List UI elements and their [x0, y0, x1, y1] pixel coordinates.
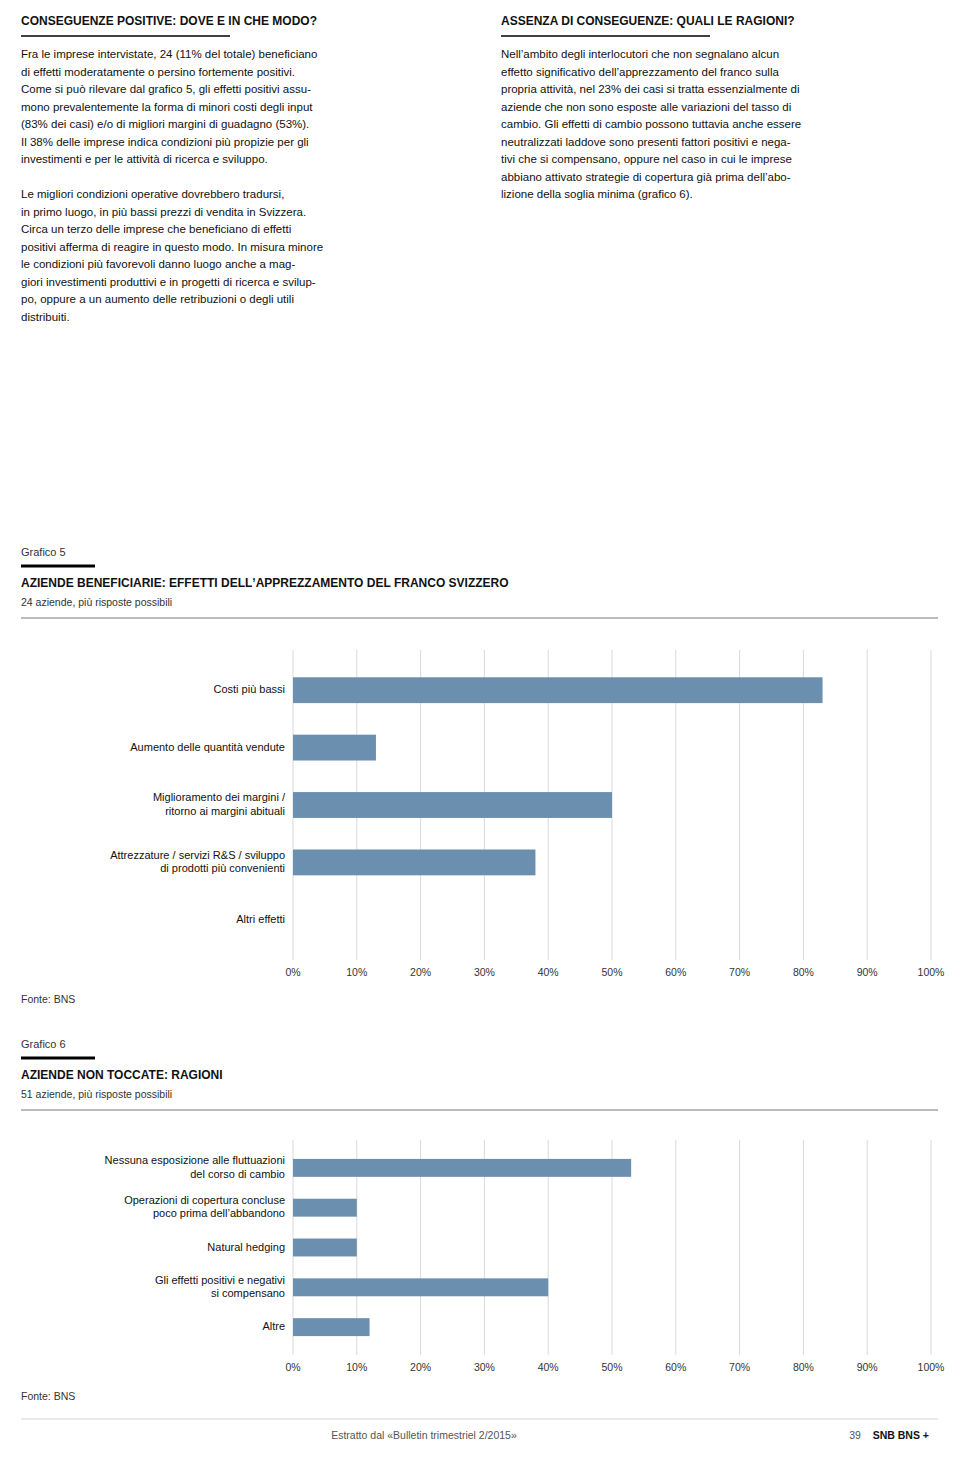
category-label: Altre: [262, 1320, 285, 1332]
footer-text: Estratto dal «Bulletin trimestriel 2/201…: [331, 1429, 517, 1441]
bar: [293, 1159, 631, 1177]
tick-label: 0%: [285, 1361, 300, 1373]
tick-label: 70%: [729, 1361, 750, 1373]
chart: Grafico 6 AZIENDE NON TOCCATE: RAGIONI 51 …: [21, 1038, 944, 1402]
tick-label: 40%: [538, 966, 559, 978]
column-title: CONSEGUENZE POSITIVE: DOVE E IN CHE MODO…: [21, 14, 317, 28]
source-note: Fonte: BNS: [21, 993, 75, 1005]
page-number: 39: [849, 1429, 861, 1441]
grid: [293, 650, 931, 960]
category-label: Altri effetti: [236, 913, 285, 925]
source-note: Fonte: BNS: [21, 1390, 75, 1402]
label-rule: [21, 1057, 95, 1060]
header-rule: [21, 1110, 938, 1111]
bar: [293, 735, 376, 761]
chart-label: Grafico 5: [21, 546, 66, 558]
grid-line: [867, 1140, 868, 1355]
category-label: Aumento delle quantità vendute: [130, 740, 285, 752]
tick-label: 0%: [285, 966, 300, 978]
chart-subtitle: 51 aziende, più risposte possibili: [21, 1088, 172, 1100]
chart-label: Grafico 6: [21, 1038, 66, 1050]
bar: [293, 792, 612, 818]
header-rule: [21, 618, 938, 619]
chart-subtitle: 24 aziende, più risposte possibili: [21, 596, 172, 608]
category-label: Operazioni di copertura conclusepoco pri…: [124, 1194, 285, 1220]
tick-label: 90%: [857, 966, 878, 978]
tick-label: 60%: [665, 966, 686, 978]
chart-title: AZIENDE BENEFICIARIE: EFFETTI DELLʼAPPRE…: [21, 576, 509, 590]
grid-line: [739, 1140, 740, 1355]
bar: [293, 849, 535, 875]
tick-label: 90%: [857, 1361, 878, 1373]
label-rule: [21, 565, 95, 568]
grid-line: [931, 1140, 932, 1355]
bar: [293, 1199, 357, 1217]
body-text: Fra le imprese intervistate, 24 (11% del…: [21, 48, 323, 323]
tick-label: 30%: [474, 966, 495, 978]
tick-label: 40%: [538, 1361, 559, 1373]
column-rule: [21, 35, 230, 37]
tick-label: 10%: [346, 1361, 367, 1373]
bar: [293, 1239, 357, 1257]
tick-label: 60%: [665, 1361, 686, 1373]
bar: [293, 1318, 370, 1336]
category-label: Attrezzature / servizi R&S / sviluppodi …: [110, 849, 285, 875]
body-text: Nell’ambito degli interlocutori che non …: [501, 48, 801, 200]
tick-label: 20%: [410, 966, 431, 978]
bar: [293, 677, 823, 703]
tick-label: 100%: [918, 966, 945, 978]
grid-line: [867, 650, 868, 960]
tick-label: 10%: [346, 966, 367, 978]
bars: [293, 1159, 631, 1336]
column-rule: [501, 35, 710, 37]
category-label: Gli effetti positivi e negativisi compen…: [155, 1273, 285, 1299]
tick-label: 80%: [793, 966, 814, 978]
grid: [293, 1140, 931, 1355]
tick-label: 50%: [601, 966, 622, 978]
tick-label: 30%: [474, 1361, 495, 1373]
grid-line: [931, 650, 932, 960]
page: CONSEGUENZE POSITIVE: DOVE E IN CHE MODO…: [0, 0, 960, 1458]
tick-label: 20%: [410, 1361, 431, 1373]
tick-label: 100%: [918, 1361, 945, 1373]
footer-brand: SNB BNS +: [873, 1429, 929, 1441]
category-label: Miglioramento dei margini /ritorno ai ma…: [153, 791, 286, 817]
chart: Grafico 5 AZIENDE BENEFICIARIE: EFFETTI D…: [21, 546, 944, 1005]
grid-line: [803, 1140, 804, 1355]
category-label: Nessuna esposizione alle fluttuazionidel…: [105, 1154, 285, 1180]
chart-title: AZIENDE NON TOCCATE: RAGIONI: [21, 1068, 223, 1082]
tick-label: 80%: [793, 1361, 814, 1373]
bars: [293, 677, 823, 875]
category-label: Natural hedging: [207, 1240, 285, 1252]
grid-line: [675, 1140, 676, 1355]
tick-label: 70%: [729, 966, 750, 978]
bar: [293, 907, 294, 933]
column-title: ASSENZA DI CONSEGUENZE: QUALI LE RAGIONI…: [501, 14, 795, 28]
tick-label: 50%: [601, 1361, 622, 1373]
category-label: Costi più bassi: [213, 683, 285, 695]
bar: [293, 1278, 548, 1296]
footer-rule: [21, 1419, 938, 1420]
